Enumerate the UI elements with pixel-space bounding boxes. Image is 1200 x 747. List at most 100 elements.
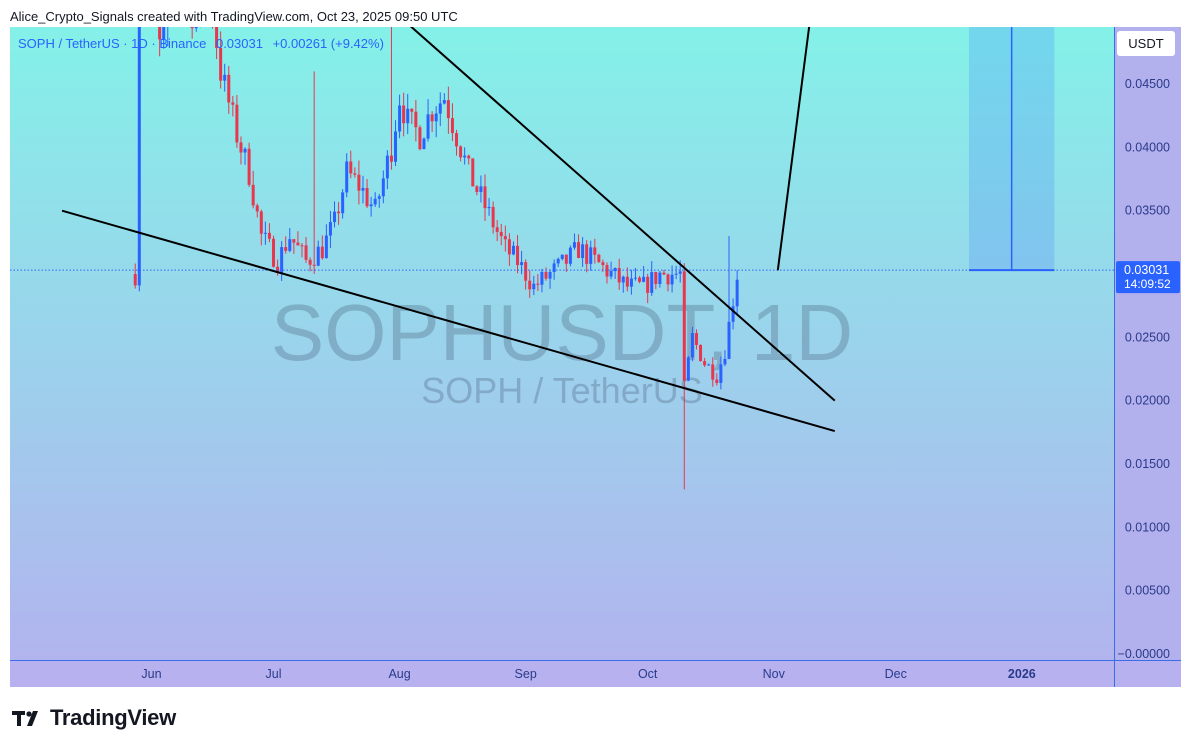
candle-body <box>638 277 642 282</box>
candle-body <box>467 155 471 159</box>
candle-body <box>219 47 223 81</box>
candle-body <box>528 280 532 290</box>
candle-body <box>381 178 385 197</box>
candle-body <box>255 205 259 212</box>
candle-body <box>328 222 332 236</box>
candle-body <box>235 104 239 143</box>
candle-body <box>239 142 243 153</box>
candle-body <box>320 246 324 259</box>
candle-body <box>572 242 576 248</box>
candle-body <box>593 247 597 255</box>
candle-body <box>524 262 528 281</box>
time-tick-label: Sep <box>515 667 537 681</box>
drawings-layer: 0.04836 (161.73%) 4,836 <box>10 0 1115 433</box>
candle-body <box>272 238 276 267</box>
candle-body <box>434 113 438 122</box>
candle-body <box>267 232 271 239</box>
candle-body <box>190 0 194 29</box>
candle-body <box>251 184 255 206</box>
candle-body <box>361 187 365 191</box>
candle-body <box>223 74 227 81</box>
candle-body <box>703 361 707 366</box>
candle-body <box>227 74 231 103</box>
currency-badge[interactable] <box>1117 31 1175 56</box>
candle-body <box>385 155 389 179</box>
candle-body <box>296 242 300 246</box>
candle-body <box>674 273 678 275</box>
candle-body <box>369 204 373 207</box>
candle-body <box>410 108 414 112</box>
candle-body <box>507 239 511 255</box>
candle-body <box>556 258 560 264</box>
candle-body <box>552 263 556 272</box>
time-tick-label: Dec <box>885 667 907 681</box>
price-axis[interactable]: 0.045000.040000.035000.030000.025000.020… <box>1116 77 1180 661</box>
time-tick-label: Jun <box>141 667 161 681</box>
price-tick-label: 0.02500 <box>1125 330 1170 344</box>
time-axis-area <box>10 660 1115 687</box>
candle-body <box>430 114 434 122</box>
candle-body <box>243 148 247 153</box>
candle-body <box>479 186 483 192</box>
time-tick-label: Aug <box>388 667 410 681</box>
time-axis[interactable]: Jun Jul Aug Sep Oct Nov Dec 2026 <box>141 667 1035 681</box>
candle-body <box>231 102 235 105</box>
time-tick-label: Nov <box>763 667 786 681</box>
candle-body <box>263 232 267 234</box>
candle-body <box>597 254 601 263</box>
candle-body <box>389 155 393 162</box>
candle-body <box>629 278 633 287</box>
candle-body <box>304 245 308 260</box>
candle-body <box>707 364 711 366</box>
candle-body <box>609 271 613 277</box>
time-tick-label: Oct <box>638 667 658 681</box>
candle-body <box>581 244 585 258</box>
candle-body <box>353 173 357 175</box>
candle-body <box>280 247 284 274</box>
candle-body <box>536 283 540 285</box>
price-tick-label: 0.04000 <box>1125 140 1170 154</box>
candle-body <box>414 111 418 128</box>
candle-body <box>442 100 446 104</box>
candle-body <box>617 267 621 283</box>
candle-body <box>377 196 381 199</box>
chart-credit: Alice_Crypto_Signals created with Tradin… <box>10 9 458 24</box>
candle-body <box>540 271 544 285</box>
current-price-tag <box>1116 261 1180 294</box>
candle-body <box>642 276 646 282</box>
candle-body <box>666 274 670 285</box>
candle-body <box>402 105 406 124</box>
projection-arrow <box>776 0 814 271</box>
candle-body <box>532 283 536 290</box>
chart-plot-area <box>10 27 1115 660</box>
symbol-line: SOPH / TetherUS · 1D · Binance 0.03031 +… <box>18 36 384 51</box>
candle-body <box>292 239 296 243</box>
tradingview-wordmark: TradingView <box>50 705 176 730</box>
candle-body <box>475 186 479 192</box>
candle-body <box>564 254 568 264</box>
current-price-tag-value: 0.03031 <box>1124 263 1169 277</box>
tradingview-branding[interactable]: TradingView <box>12 704 176 732</box>
candle-body <box>324 235 328 259</box>
candle-body <box>137 0 141 286</box>
price-axis-area <box>1115 27 1181 660</box>
candle-body <box>646 276 650 293</box>
candle-body <box>662 272 666 275</box>
candle-body <box>699 344 703 362</box>
candle-body <box>308 259 312 265</box>
candle-body <box>544 271 548 279</box>
time-tick-label: 2026 <box>1008 667 1036 681</box>
price-tick-label: 0.01500 <box>1125 457 1170 471</box>
candle-body <box>719 364 723 383</box>
price-chart[interactable]: SOPHUSDT, 1D SOPH / TetherUS 0.04836 (16… <box>10 0 1181 687</box>
candle-body <box>446 100 450 119</box>
candle-body <box>625 276 629 287</box>
candle-body <box>215 20 219 48</box>
price-tick-label: 0.02000 <box>1125 394 1170 408</box>
candle-body <box>483 186 487 209</box>
time-tick-label: Jul <box>266 667 282 681</box>
candle-body <box>394 131 398 162</box>
candle-body <box>548 271 552 279</box>
currency-label: USDT <box>1128 36 1163 51</box>
candle-body <box>426 114 430 139</box>
